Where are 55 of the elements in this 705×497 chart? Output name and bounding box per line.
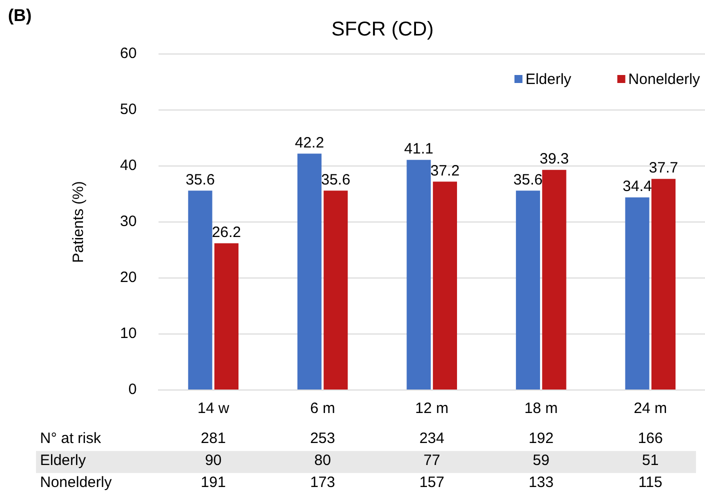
data-label: 39.3 xyxy=(540,150,569,168)
y-tick-label: 20 xyxy=(120,269,137,286)
bar xyxy=(214,243,238,390)
y-tick-label: 0 xyxy=(128,381,137,398)
data-label: 35.6 xyxy=(321,171,350,188)
y-tick-label: 10 xyxy=(120,325,137,342)
text: 133 xyxy=(528,474,554,491)
text: 59 xyxy=(532,452,550,469)
y-tick-label: 50 xyxy=(120,101,137,118)
x-tick-label: 12 m xyxy=(415,400,449,418)
data-label: 35.6 xyxy=(186,171,215,188)
text: 281 xyxy=(200,430,226,447)
data-label: 41.1 xyxy=(404,140,434,158)
x-tick-label: 14 w xyxy=(197,400,230,418)
data-label: 34.4 xyxy=(622,178,652,195)
text: 234 xyxy=(419,430,444,447)
chart-title: SFCR (CD) xyxy=(331,18,434,41)
y-axis-title: Patients (%) xyxy=(70,181,88,263)
text: 166 xyxy=(638,430,663,447)
bar xyxy=(324,190,348,390)
bar xyxy=(188,190,212,390)
text: N° at risk xyxy=(40,430,102,447)
legend-label: Nonelderly xyxy=(628,71,700,88)
bar xyxy=(432,182,458,390)
x-tick-label: 18 m xyxy=(524,400,558,418)
text: 77 xyxy=(423,452,440,469)
data-label: 26.2 xyxy=(212,224,242,241)
text: 253 xyxy=(310,430,336,447)
text: 191 xyxy=(200,474,226,491)
y-tick-label: 60 xyxy=(120,45,137,62)
data-label: 37.7 xyxy=(648,160,678,177)
x-tick-label: 6 m xyxy=(310,400,336,418)
text: Elderly xyxy=(40,452,86,469)
text: 115 xyxy=(638,474,662,491)
bar xyxy=(516,190,540,390)
text: 192 xyxy=(528,430,554,447)
y-tick-label: 40 xyxy=(120,157,137,174)
x-tick-label: 24 m xyxy=(634,400,668,418)
bar xyxy=(297,154,322,390)
y-tick-label: 30 xyxy=(120,213,137,230)
data-label: 37.2 xyxy=(430,162,460,180)
text: 173 xyxy=(310,474,336,491)
bar xyxy=(406,160,431,390)
bar xyxy=(542,170,566,390)
bar xyxy=(625,197,650,390)
text: 157 xyxy=(419,474,444,491)
legend-label: Elderly xyxy=(525,71,572,88)
text: 80 xyxy=(314,452,331,469)
data-label: 42.2 xyxy=(294,134,324,152)
text: 90 xyxy=(204,452,222,469)
text: 51 xyxy=(642,452,659,469)
data-label: 35.6 xyxy=(513,171,543,188)
text: Nonelderly xyxy=(40,474,112,491)
text: (B) xyxy=(8,6,32,26)
bar xyxy=(651,178,676,390)
